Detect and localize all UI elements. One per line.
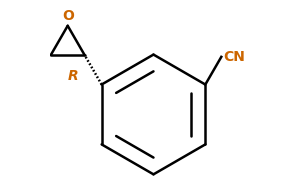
Text: O: O bbox=[62, 9, 74, 23]
Text: R: R bbox=[67, 69, 78, 83]
Text: CN: CN bbox=[223, 50, 245, 64]
